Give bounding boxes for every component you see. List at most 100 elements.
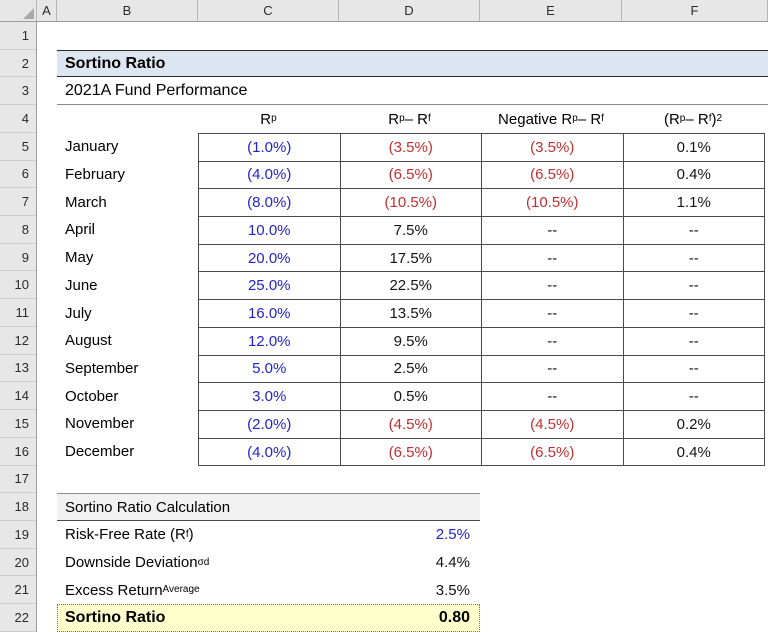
rp-cell[interactable]: 12.0% bbox=[199, 327, 341, 356]
row-header-17[interactable]: 17 bbox=[0, 466, 36, 494]
row-header-19[interactable]: 19 bbox=[0, 521, 36, 549]
row-header-20[interactable]: 20 bbox=[0, 549, 36, 577]
rp-cell[interactable]: (2.0%) bbox=[199, 411, 341, 439]
excess-return-cell[interactable]: (6.5%) bbox=[340, 161, 482, 190]
row-header-14[interactable]: 14 bbox=[0, 382, 36, 411]
column-header-B[interactable]: B bbox=[57, 0, 198, 21]
rp-cell[interactable]: 3.0% bbox=[199, 383, 341, 412]
row-header-4[interactable]: 4 bbox=[0, 105, 36, 133]
rp-cell[interactable]: 16.0% bbox=[199, 300, 341, 328]
negative-excess-cell[interactable]: (6.5%) bbox=[482, 438, 624, 467]
excess-return-cell[interactable]: 2.5% bbox=[340, 355, 482, 384]
rp-cell[interactable]: (4.0%) bbox=[199, 161, 341, 190]
subtitle-cell[interactable]: 2021A Fund Performance bbox=[57, 78, 768, 106]
month-cell[interactable]: July bbox=[65, 304, 92, 322]
row-header-5[interactable]: 5 bbox=[0, 133, 36, 161]
excess-return-cell[interactable]: 9.5% bbox=[340, 327, 482, 356]
row-header-bar: 1 2 3 4 5 6 7 8 9 10 11 12 13 14 15 16 17 18 19 20 21 22 bbox=[0, 22, 37, 632]
squared-excess-cell[interactable]: -- bbox=[623, 217, 765, 245]
excess-return-cell[interactable]: (6.5%) bbox=[340, 438, 482, 467]
row-header-12[interactable]: 12 bbox=[0, 327, 36, 355]
row-header-22[interactable]: 22 bbox=[0, 604, 36, 632]
squared-excess-cell[interactable]: -- bbox=[623, 244, 765, 273]
month-cell[interactable]: January bbox=[65, 138, 119, 156]
squared-excess-cell[interactable]: 0.2% bbox=[623, 411, 765, 439]
row-header-1[interactable]: 1 bbox=[0, 22, 36, 50]
rp-cell[interactable]: (1.0%) bbox=[199, 133, 341, 162]
calc-section-header[interactable]: Sortino Ratio Calculation bbox=[57, 493, 480, 522]
calc-value[interactable]: 2.5% bbox=[435, 526, 470, 544]
row-header-13[interactable]: 13 bbox=[0, 355, 36, 383]
excess-return-cell[interactable]: 17.5% bbox=[340, 244, 482, 273]
row-header-11[interactable]: 11 bbox=[0, 299, 36, 327]
title-cell[interactable]: Sortino Ratio bbox=[57, 49, 768, 78]
excess-return-cell[interactable]: (4.5%) bbox=[340, 411, 482, 439]
rp-cell[interactable]: 25.0% bbox=[199, 272, 341, 301]
select-all-corner[interactable] bbox=[0, 0, 37, 21]
negative-excess-cell[interactable]: -- bbox=[482, 217, 624, 245]
month-cell[interactable]: December bbox=[65, 443, 135, 461]
negative-excess-cell[interactable]: -- bbox=[482, 327, 624, 356]
month-cell[interactable]: March bbox=[65, 193, 107, 211]
row-header-21[interactable]: 21 bbox=[0, 576, 36, 605]
month-cell[interactable]: August bbox=[65, 332, 112, 350]
row-header-15[interactable]: 15 bbox=[0, 410, 36, 438]
month-cell[interactable]: November bbox=[65, 415, 135, 433]
rp-cell[interactable]: 10.0% bbox=[199, 217, 341, 245]
squared-excess-cell[interactable]: 0.4% bbox=[623, 161, 765, 190]
column-header-C[interactable]: C bbox=[198, 0, 339, 21]
negative-excess-cell[interactable]: -- bbox=[482, 355, 624, 384]
rp-cell[interactable]: (4.0%) bbox=[199, 438, 341, 467]
column-header-D[interactable]: D bbox=[339, 0, 480, 21]
row-header-10[interactable]: 10 bbox=[0, 271, 36, 300]
calc-value[interactable]: 4.4% bbox=[435, 554, 470, 572]
row-header-2[interactable]: 2 bbox=[0, 50, 36, 78]
excess-return-cell[interactable]: (10.5%) bbox=[340, 189, 482, 218]
select-all-triangle-icon bbox=[23, 8, 34, 19]
month-cell[interactable]: February bbox=[65, 165, 126, 183]
calc-value[interactable]: 3.5% bbox=[435, 581, 470, 599]
column-header-E[interactable]: E bbox=[480, 0, 622, 21]
negative-excess-cell[interactable]: (6.5%) bbox=[482, 161, 624, 190]
row-header-3[interactable]: 3 bbox=[0, 77, 36, 106]
negative-excess-cell[interactable]: -- bbox=[482, 244, 624, 273]
excess-return-cell[interactable]: 7.5% bbox=[340, 217, 482, 245]
month-cell[interactable]: October bbox=[65, 387, 119, 405]
squared-excess-cell[interactable]: 1.1% bbox=[623, 189, 765, 218]
squared-excess-cell[interactable]: 0.4% bbox=[623, 438, 765, 467]
month-cell[interactable]: May bbox=[65, 249, 94, 267]
negative-excess-cell[interactable]: (4.5%) bbox=[482, 411, 624, 439]
excess-return-cell[interactable]: 13.5% bbox=[340, 300, 482, 328]
negative-excess-cell[interactable]: (3.5%) bbox=[482, 133, 624, 162]
column-header-A[interactable]: A bbox=[37, 0, 57, 21]
excess-return-cell[interactable]: 22.5% bbox=[340, 272, 482, 301]
rp-cell[interactable]: 5.0% bbox=[199, 355, 341, 384]
calc-label: Risk-Free Rate (R f) bbox=[65, 526, 194, 544]
squared-excess-cell[interactable]: 0.1% bbox=[623, 133, 765, 162]
negative-excess-cell[interactable]: -- bbox=[482, 383, 624, 412]
excess-return-cell[interactable]: 0.5% bbox=[340, 383, 482, 412]
squared-excess-cell[interactable]: -- bbox=[623, 327, 765, 356]
squared-excess-cell[interactable]: -- bbox=[623, 383, 765, 412]
squared-excess-cell[interactable]: -- bbox=[623, 355, 765, 384]
excess-return-cell[interactable]: (3.5%) bbox=[340, 133, 482, 162]
row-header-9[interactable]: 9 bbox=[0, 244, 36, 272]
squared-excess-cell[interactable]: -- bbox=[623, 272, 765, 301]
month-cell[interactable]: June bbox=[65, 276, 98, 294]
rp-cell[interactable]: (8.0%) bbox=[199, 189, 341, 218]
month-cell[interactable]: September bbox=[65, 360, 139, 377]
row-header-6[interactable]: 6 bbox=[0, 161, 36, 189]
rp-cell[interactable]: 20.0% bbox=[199, 244, 341, 273]
row-header-18[interactable]: 18 bbox=[0, 493, 36, 521]
row-header-7[interactable]: 7 bbox=[0, 188, 36, 217]
page-title: Sortino Ratio bbox=[65, 54, 166, 72]
row-header-8[interactable]: 8 bbox=[0, 216, 36, 244]
negative-excess-cell[interactable]: (10.5%) bbox=[482, 189, 624, 218]
row-header-16[interactable]: 16 bbox=[0, 438, 36, 466]
month-cell[interactable]: April bbox=[65, 221, 96, 239]
sortino-ratio-result-row[interactable]: Sortino Ratio 0.80 bbox=[57, 604, 480, 632]
column-header-F[interactable]: F bbox=[622, 0, 768, 21]
negative-excess-cell[interactable]: -- bbox=[482, 272, 624, 301]
negative-excess-cell[interactable]: -- bbox=[482, 300, 624, 328]
squared-excess-cell[interactable]: -- bbox=[623, 300, 765, 328]
